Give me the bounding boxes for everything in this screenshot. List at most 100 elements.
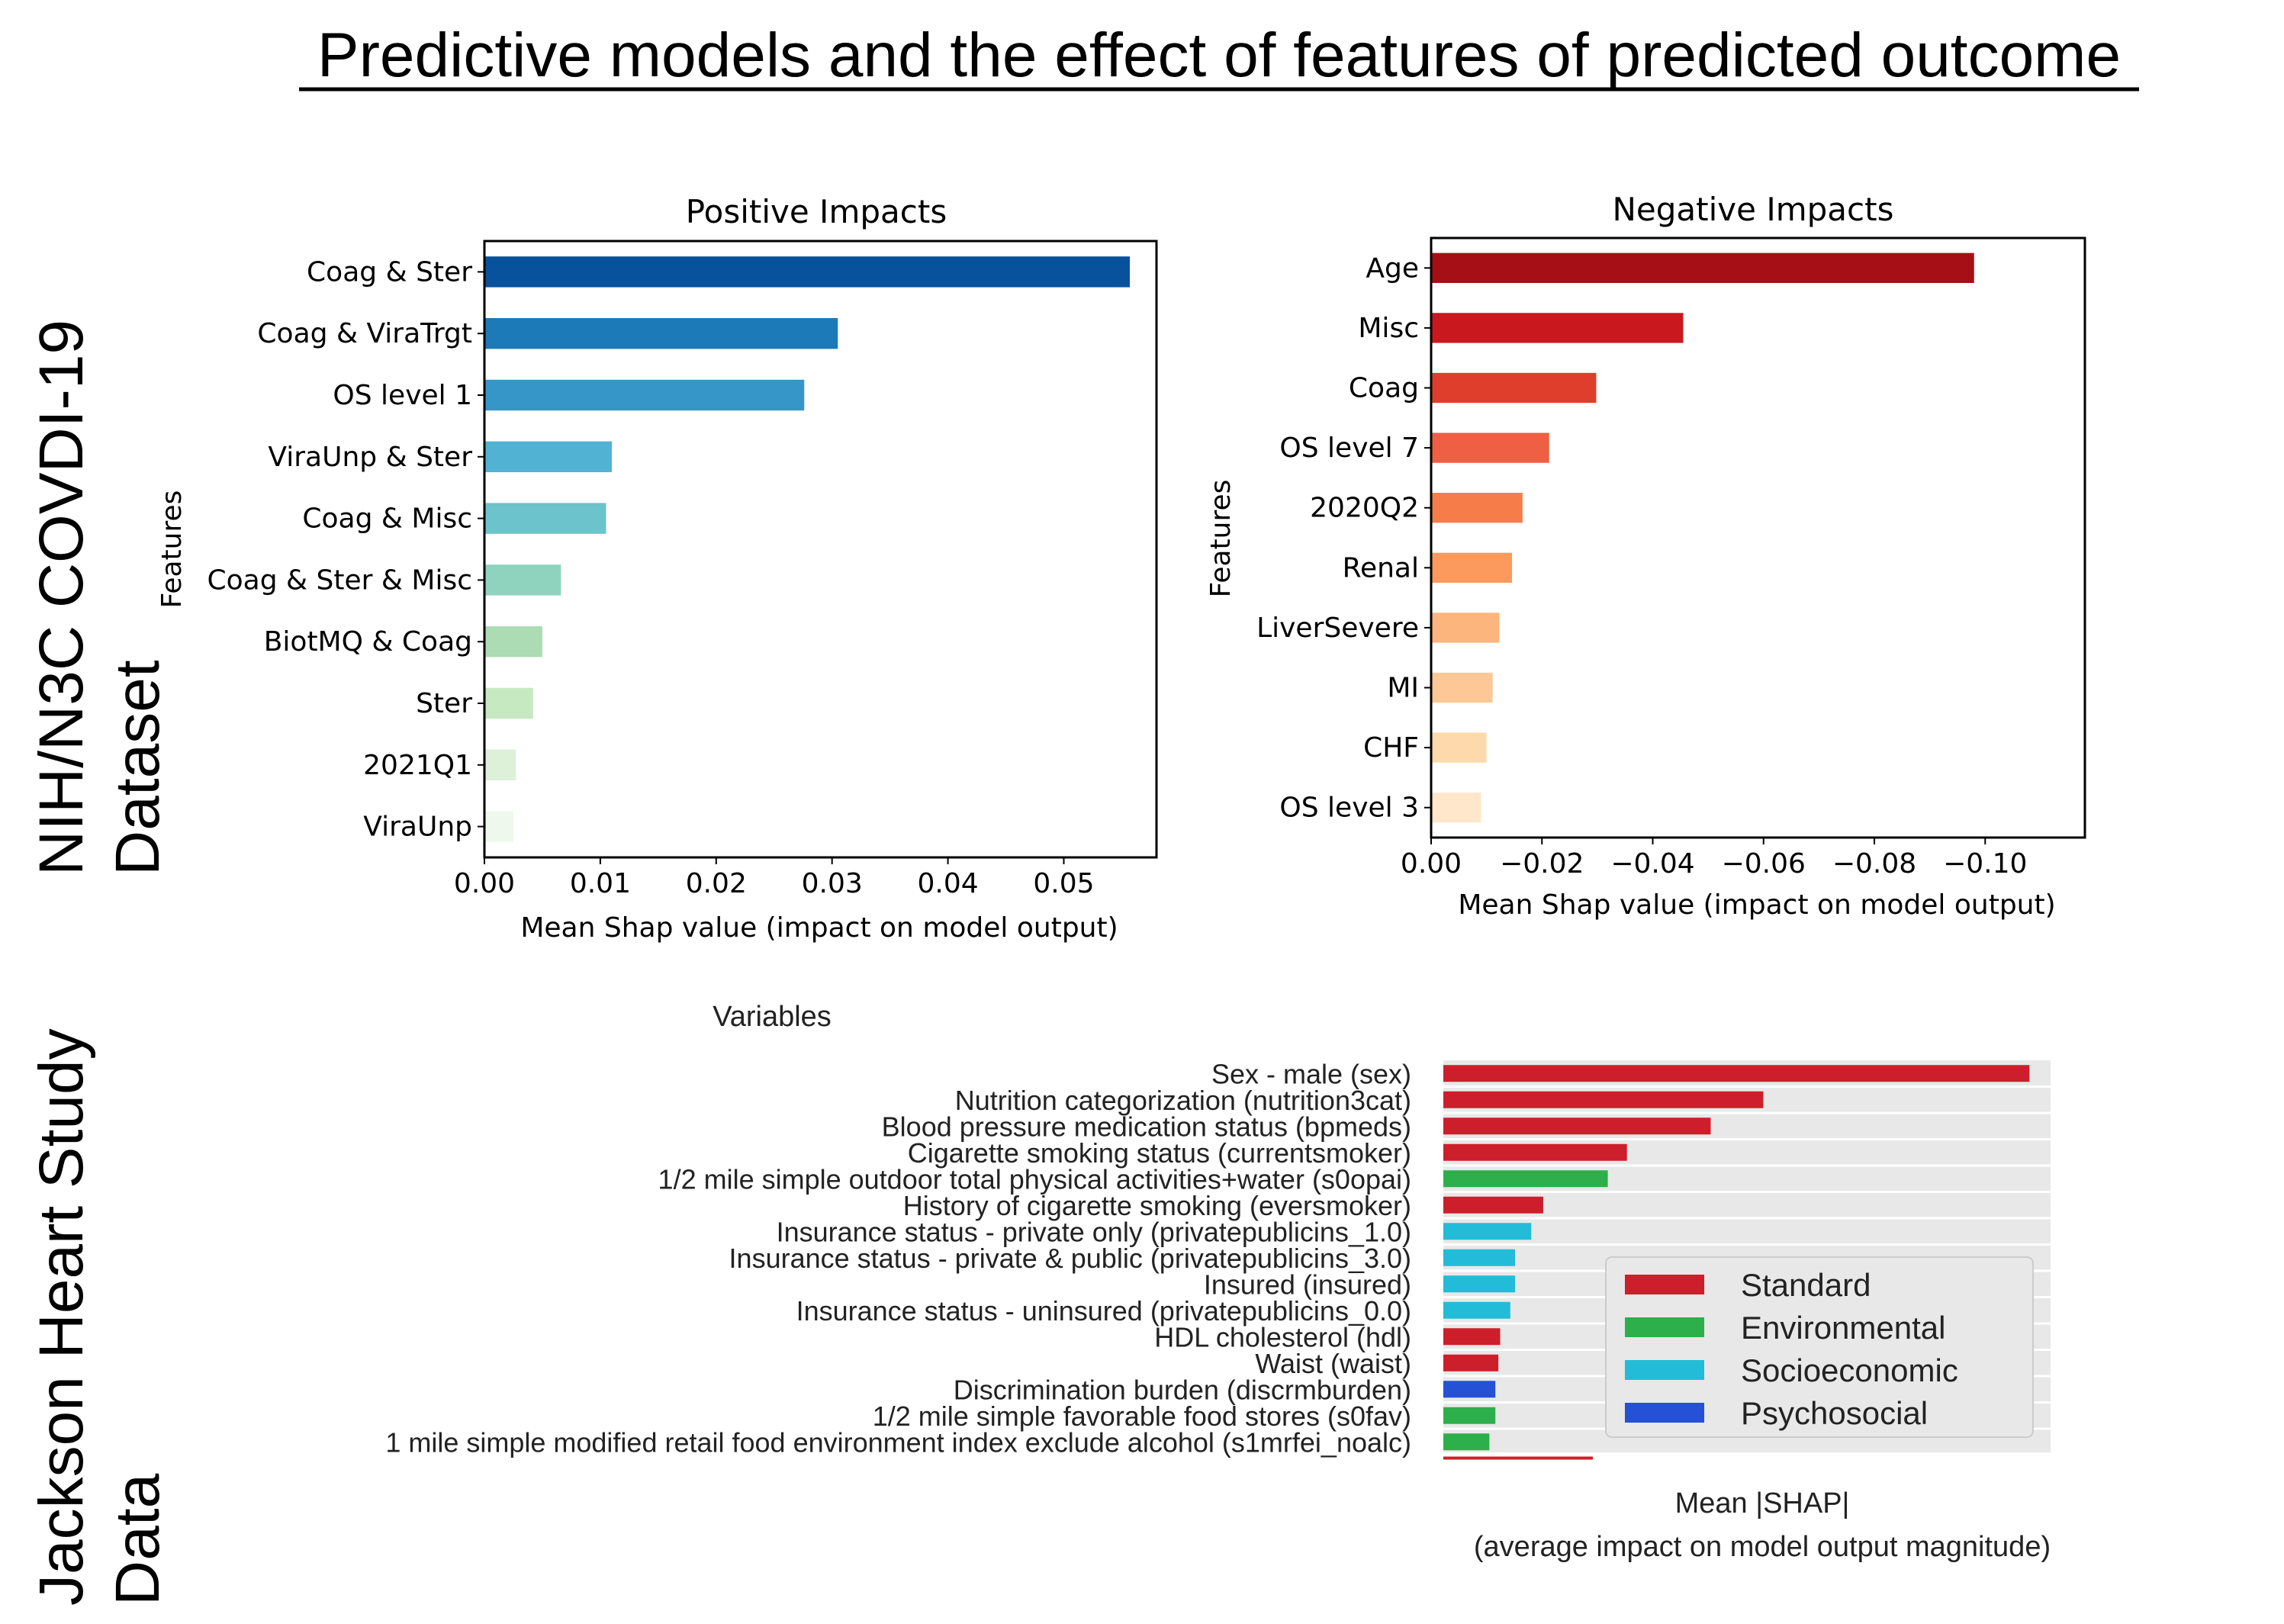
- negative-xtick-label: 0.00: [1401, 848, 1462, 880]
- positive-category-label: ViraUnp: [363, 812, 472, 843]
- positive-bar: [484, 564, 561, 596]
- positive-bar: [484, 687, 533, 719]
- negative-chart-frame: [1430, 236, 2086, 839]
- jhs-bar: [1443, 1275, 1516, 1293]
- side-label-jhs-line2: Data: [103, 1473, 172, 1606]
- negative-category-label: Coag: [1349, 373, 1419, 404]
- negative-xtick-label: −0.10: [1943, 848, 2027, 880]
- jhs-bar: [1443, 1091, 1764, 1108]
- positive-bar: [484, 749, 516, 780]
- positive-bar: [484, 256, 1131, 288]
- negative-category-label: Age: [1366, 252, 1419, 284]
- positive-bar: [484, 379, 805, 411]
- jhs-legend-swatch: [1625, 1360, 1704, 1380]
- side-label-jhs: Jackson Heart Study Data: [27, 1028, 172, 1606]
- jhs-legend-swatch: [1625, 1403, 1704, 1423]
- positive-xtick-label: 0.03: [802, 868, 863, 899]
- negative-chart-title: Negative Impacts: [1613, 191, 1894, 228]
- jhs-legend-label: Standard: [1741, 1267, 1871, 1303]
- jhs-legend-box: [1605, 1256, 2034, 1438]
- negative-impacts-chart: Negative Impacts Features Mean Shap valu…: [1205, 191, 2086, 921]
- jhs-bar: [1443, 1433, 1490, 1451]
- jhs-variable-label: 1/2 mile simple outdoor total physical a…: [658, 1163, 1411, 1195]
- positive-chart-xlabel: Mean Shap value (impact on model output): [520, 912, 1118, 944]
- negative-category-label: Misc: [1358, 313, 1419, 344]
- jhs-variable-label: Waist (waist): [1255, 1348, 1411, 1379]
- negative-category-label: Renal: [1343, 552, 1419, 584]
- negative-bar: [1431, 372, 1597, 404]
- negative-category-label: OS level 7: [1279, 433, 1419, 464]
- jhs-bar: [1443, 1381, 1496, 1398]
- jhs-bar: [1443, 1328, 1501, 1346]
- negative-xtick-label: −0.04: [1610, 848, 1694, 880]
- jhs-variable-label: Nutrition categorization (nutrition3cat): [955, 1085, 1411, 1116]
- positive-chart-frame: [483, 240, 1158, 859]
- positive-category-label: Coag & Ster: [307, 256, 472, 288]
- jhs-legend: Standard Environmental Socioeconomic Psycho…: [1605, 1256, 2034, 1438]
- jhs-legend-swatch: [1625, 1317, 1704, 1337]
- jhs-variable-label: Sex - male (sex): [1211, 1058, 1411, 1089]
- positive-xtick-label: 0.00: [454, 868, 515, 899]
- positive-xtick-label: 0.05: [1033, 868, 1094, 899]
- jhs-variable-label: Insured (insured): [1204, 1269, 1411, 1300]
- jhs-xlabel-line1: Mean |SHAP|: [1675, 1487, 1850, 1519]
- jhs-chart-title: Variables: [713, 1001, 832, 1033]
- negative-bar: [1431, 793, 1481, 823]
- negative-xtick-label: −0.08: [1832, 848, 1916, 880]
- jhs-shap-chart: Variables Sex - male (sex)Nutrition cate…: [385, 1001, 2051, 1563]
- positive-xtick-label: 0.04: [918, 868, 979, 899]
- jhs-legend-swatch: [1625, 1275, 1704, 1294]
- negative-bar: [1431, 732, 1487, 763]
- positive-xtick-label: 0.02: [686, 868, 747, 899]
- negative-bar: [1431, 493, 1523, 523]
- jhs-variable-label: HDL cholesterol (hdl): [1154, 1321, 1411, 1352]
- jhs-bar: [1443, 1354, 1499, 1372]
- jhs-legend-label: Socioeconomic: [1741, 1352, 1958, 1388]
- jhs-variable-label: 1 mile simple modified retail food envir…: [385, 1426, 1411, 1458]
- jhs-legend-label: Environmental: [1741, 1310, 1945, 1346]
- jhs-bar: [1443, 1143, 1627, 1161]
- jhs-bar: [1443, 1223, 1532, 1240]
- positive-bar: [484, 318, 838, 349]
- positive-category-label: Coag & Misc: [302, 503, 472, 535]
- figure-title: Predictive models and the effect of feat…: [317, 21, 2121, 90]
- jhs-bar: [1443, 1118, 1711, 1135]
- jhs-xlabel-line2: (average impact on model output magnitud…: [1474, 1531, 2051, 1563]
- positive-chart-title: Positive Impacts: [686, 193, 947, 230]
- negative-category-label: CHF: [1363, 732, 1419, 764]
- negative-bar: [1431, 613, 1500, 643]
- side-label-n3c-line2: Dataset: [103, 660, 172, 876]
- jhs-legend-label: Psychosocial: [1741, 1395, 1928, 1431]
- side-label-n3c: NIH/N3C COVDI-19 Dataset: [27, 320, 172, 876]
- side-label-n3c-line1: NIH/N3C COVDI-19: [27, 320, 96, 876]
- jhs-variable-label: Blood pressure medication status (bpmeds…: [882, 1111, 1411, 1142]
- jhs-bar: [1443, 1301, 1510, 1319]
- positive-category-label: 2021Q1: [363, 750, 472, 781]
- jhs-variable-label: Discrimination burden (discrmburden): [954, 1374, 1411, 1405]
- positive-category-label: Ster: [416, 688, 472, 719]
- negative-bar: [1431, 433, 1549, 463]
- negative-bar: [1431, 552, 1513, 583]
- negative-xtick-label: −0.06: [1722, 848, 1806, 880]
- negative-chart-ylabel: Features: [1205, 480, 1237, 598]
- jhs-variable-label: History of cigarette smoking (eversmoker…: [903, 1190, 1411, 1221]
- positive-category-label: BiotMQ & Coag: [264, 626, 472, 658]
- positive-category-label: Coag & ViraTrgt: [257, 318, 472, 349]
- negative-category-label: 2020Q2: [1310, 493, 1419, 524]
- positive-bar: [484, 811, 513, 842]
- jhs-variable-label: Cigarette smoking status (currentsmoker): [908, 1137, 1411, 1169]
- jhs-variable-label: Insurance status - uninsured (privatepub…: [796, 1295, 1411, 1327]
- jhs-bar: [1443, 1407, 1496, 1424]
- negative-bar: [1431, 313, 1684, 343]
- positive-category-label: Coag & Ster & Misc: [207, 564, 472, 596]
- jhs-variable-label: Insurance status - private & public (pri…: [729, 1243, 1411, 1274]
- negative-bar: [1431, 672, 1493, 703]
- jhs-bar: [1443, 1170, 1608, 1188]
- negative-category-label: LiverSevere: [1256, 613, 1419, 644]
- side-label-jhs-line1: Jackson Heart Study: [27, 1028, 96, 1606]
- positive-category-label: OS level 1: [333, 380, 472, 411]
- jhs-variable-label: Insurance status - private only (private…: [777, 1216, 1411, 1247]
- negative-category-label: MI: [1387, 673, 1419, 704]
- jhs-bar: [1443, 1196, 1543, 1214]
